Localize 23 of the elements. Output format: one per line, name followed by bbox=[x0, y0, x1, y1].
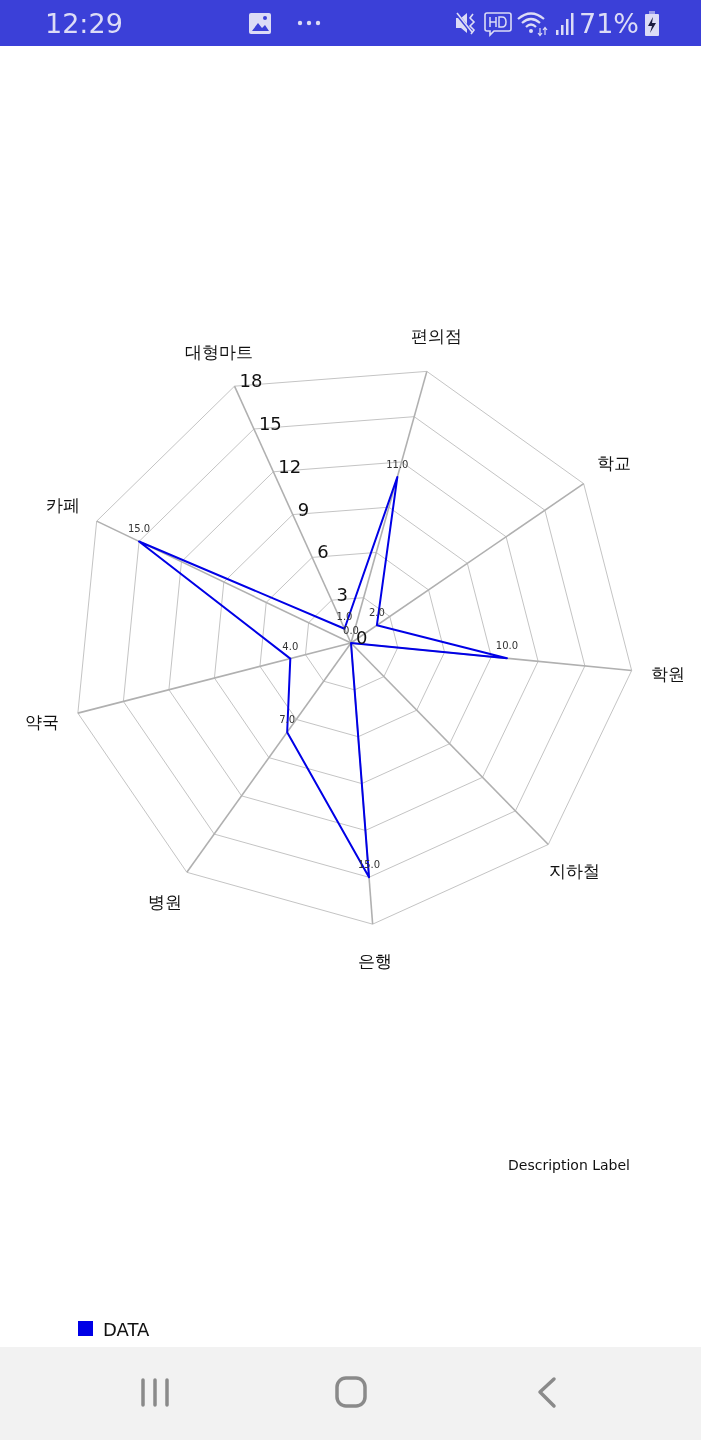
y-tick-label: 18 bbox=[239, 370, 263, 392]
spoke-label: 대형마트 bbox=[185, 342, 254, 363]
data-label: 11.0 bbox=[386, 459, 409, 471]
data-label: 15.0 bbox=[127, 523, 151, 535]
spoke-label: 약국 bbox=[25, 712, 60, 733]
text: Description Label bbox=[508, 1157, 630, 1173]
spoke-label: 학교 bbox=[597, 452, 632, 473]
text: 12:29 bbox=[45, 8, 123, 39]
data-label: 10.0 bbox=[495, 640, 519, 652]
y-tick-label: 9 bbox=[297, 498, 310, 520]
spoke-label: 카페 bbox=[46, 495, 81, 516]
y-tick-label: 6 bbox=[317, 541, 329, 563]
spoke-label: 지하철 bbox=[548, 860, 600, 881]
legend-label: DATA bbox=[103, 1319, 151, 1340]
data-label: 4.0 bbox=[282, 640, 299, 652]
text: 71% bbox=[578, 8, 639, 39]
y-tick-label: 15 bbox=[258, 412, 282, 434]
spoke-label: 학원 bbox=[651, 664, 686, 685]
spoke-label: 편의점 bbox=[411, 325, 463, 346]
spoke-label: 병원 bbox=[148, 892, 183, 913]
y-tick-label: 12 bbox=[278, 455, 302, 477]
y-tick-label: 3 bbox=[336, 584, 349, 606]
spoke-label: 은행 bbox=[358, 951, 393, 972]
